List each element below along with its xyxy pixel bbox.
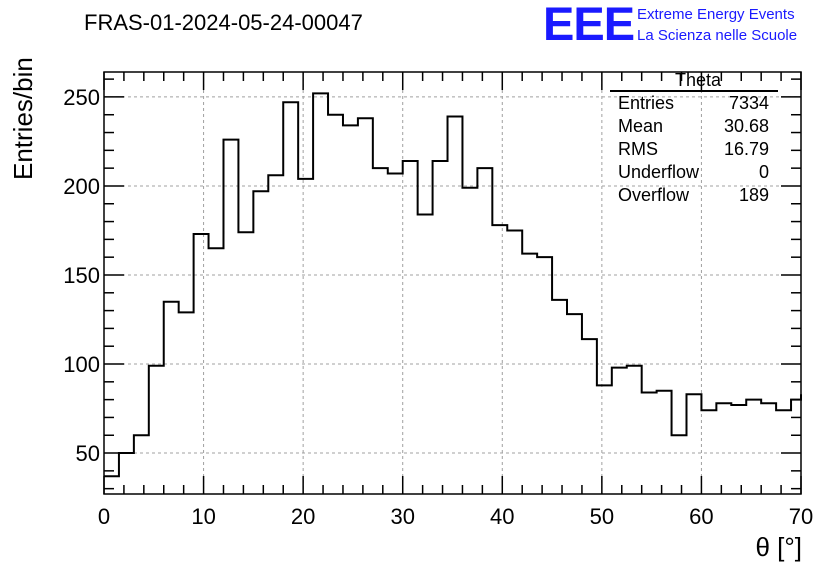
x-tick-label: 20 xyxy=(291,504,315,529)
stats-value: 189 xyxy=(738,185,769,205)
y-tick-label: 150 xyxy=(63,263,100,288)
x-tick-labels: 0 10 20 30 40 50 60 70 xyxy=(98,504,813,529)
stats-row-rms: RMS 16.79 xyxy=(610,138,778,161)
x-tick-label: 60 xyxy=(689,504,713,529)
stats-label: Mean xyxy=(618,116,664,136)
histogram-series xyxy=(104,92,802,478)
y-tick-label: 100 xyxy=(63,352,100,377)
x-axis-label: θ [°] xyxy=(755,532,802,562)
stats-label: Overflow xyxy=(618,185,690,205)
logo-line-2: La Scienza nelle Scuole xyxy=(637,27,798,44)
stats-value: 16.79 xyxy=(723,139,769,159)
stats-value: 0 xyxy=(758,162,769,182)
stats-box: Theta Entries 7334 Mean 30.68 RMS 16.79 … xyxy=(610,70,778,207)
logo-text: Extreme Energy Events La Scienza nelle S… xyxy=(637,4,797,46)
x-tick-label: 70 xyxy=(789,504,813,529)
y-axis-label: Entries/bin xyxy=(8,57,38,180)
y-tick-labels: 50 100 150 200 250 xyxy=(63,85,100,466)
stats-label: RMS xyxy=(618,139,658,159)
stats-row-entries: Entries 7334 xyxy=(610,92,778,115)
y-tick-label: 50 xyxy=(76,441,100,466)
stats-row-mean: Mean 30.68 xyxy=(610,115,778,138)
stats-row-overflow: Overflow 189 xyxy=(610,184,778,207)
y-tick-label: 200 xyxy=(63,174,100,199)
y-tick-label: 250 xyxy=(63,85,100,110)
chart-title: FRAS-01-2024-05-24-00047 xyxy=(84,10,363,35)
stats-value: 7334 xyxy=(728,93,769,113)
x-tick-label: 40 xyxy=(490,504,514,529)
plot-frame xyxy=(103,71,802,495)
x-tick-label: 0 xyxy=(98,504,110,529)
grid-lines xyxy=(104,72,801,494)
axis-ticks xyxy=(103,72,802,494)
stats-label: Entries xyxy=(618,93,675,113)
x-tick-label: 30 xyxy=(390,504,414,529)
stats-value: 30.68 xyxy=(723,116,769,136)
stats-label: Underflow xyxy=(618,162,700,182)
logo-line-1: Extreme Energy Events xyxy=(637,6,795,23)
x-tick-label: 50 xyxy=(590,504,614,529)
x-tick-label: 10 xyxy=(191,504,215,529)
stats-row-underflow: Underflow 0 xyxy=(610,161,778,184)
stats-title: Theta xyxy=(610,70,778,92)
eee-logo: EEE xyxy=(543,0,635,50)
